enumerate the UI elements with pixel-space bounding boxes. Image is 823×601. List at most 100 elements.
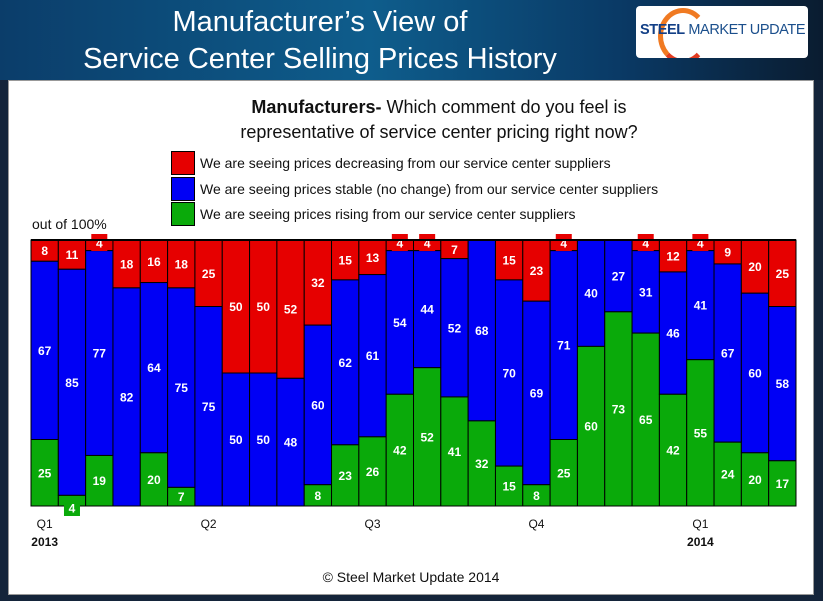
data-label: 60 [311,398,325,412]
data-label: 20 [748,260,762,274]
bar-segment [658,393,688,507]
x-tick-label: Q2 [201,517,217,531]
data-label: 8 [41,244,48,258]
data-label: 4 [396,237,403,251]
data-label: 23 [530,264,544,278]
data-label: 52 [420,430,434,444]
bar-segment [658,271,688,395]
data-label: 73 [612,402,626,416]
bar-segment [276,377,305,507]
data-label: 41 [448,445,462,459]
bar-segment [358,436,387,507]
x-tick-label: Q3 [365,517,381,531]
data-label: 15 [339,253,353,267]
data-label: 64 [147,361,161,375]
data-label: 50 [229,433,243,447]
data-label: 71 [557,339,571,353]
bar-segment [686,359,715,507]
data-label: 8 [533,489,540,503]
data-label: 4 [96,237,103,251]
data-label: 48 [284,436,298,450]
x-tick-label: Q4 [528,517,544,531]
bar-segment [522,239,551,302]
bar-segment [139,452,169,507]
data-label: 24 [721,468,735,482]
data-label: 50 [229,300,243,314]
stacked-bar-chart: 8672511854477191882166420187572575505050… [30,234,797,549]
data-label-box [91,234,108,251]
data-label: 4 [424,237,431,251]
data-label: 44 [420,303,434,317]
data-label: 27 [612,269,626,283]
bar-segment [85,454,114,507]
chart-panel: Manufacturers- Which comment do you feel… [8,80,814,595]
data-label: 67 [38,344,52,358]
title-rest: Which comment do you feel is [381,97,627,117]
bar-segment [549,439,578,507]
legend-swatch [171,151,195,175]
x-tick-label: Q1 [692,517,708,531]
data-label: 20 [748,473,762,487]
data-label: 25 [776,267,790,281]
data-label: 26 [366,465,380,479]
bar-segment [139,282,169,454]
data-label: 61 [366,349,380,363]
data-label: 55 [694,426,708,440]
data-label: 23 [339,469,353,483]
bar-segment [112,287,141,507]
data-label: 25 [38,466,52,480]
bar-segment [713,441,742,507]
bar-segment [768,306,797,462]
data-label: 60 [748,367,762,381]
bar-segment [30,439,59,507]
data-label: 9 [724,245,731,259]
bar-segment [576,345,606,507]
data-label: 69 [530,386,544,400]
data-label: 4 [69,502,76,516]
data-label: 62 [339,356,353,370]
bar-segment [85,250,114,456]
data-label: 67 [721,347,735,361]
bar-segment [440,396,469,507]
bar-segment [494,239,524,281]
legend-item-rising: We are seeing prices rising from our ser… [171,202,576,226]
data-label-box [555,234,572,251]
title-line-1: Manufacturer’s View of [172,6,468,38]
bar-segment [303,324,333,486]
data-label: 50 [257,300,271,314]
data-label: 85 [65,376,79,390]
data-label: 46 [666,327,680,341]
legend-label: We are seeing prices stable (no change) … [200,181,659,197]
legend-swatch [171,177,195,201]
data-label-box [391,234,408,251]
data-label: 15 [502,480,516,494]
data-label: 52 [448,321,462,335]
data-label: 65 [639,413,653,427]
legend-label: We are seeing prices decreasing from our… [200,155,611,171]
data-label: 11 [66,248,79,262]
data-label: 31 [639,285,653,299]
bar-segment [221,372,251,507]
data-label: 17 [776,477,790,491]
data-label: 19 [93,474,107,488]
data-label: 42 [666,444,680,458]
bar-segment [167,287,196,488]
data-label: 4 [642,237,649,251]
data-label: 75 [202,400,216,414]
x-year-label: 2014 [687,535,714,549]
bar-segment [658,239,688,273]
bar-segment [576,239,606,347]
data-label: 25 [202,267,216,281]
data-label: 75 [175,381,189,395]
x-year-label: 2013 [31,535,58,549]
data-label: 13 [366,251,380,265]
data-label: 42 [393,444,407,458]
data-label: 16 [147,255,161,269]
data-label-box [692,234,709,251]
bar-segment [413,250,442,369]
data-label: 77 [93,347,107,361]
bar-segment [276,239,305,379]
legend-item-decreasing: We are seeing prices decreasing from our… [171,151,611,175]
data-label: 18 [120,257,134,271]
data-label: 4 [697,237,704,251]
